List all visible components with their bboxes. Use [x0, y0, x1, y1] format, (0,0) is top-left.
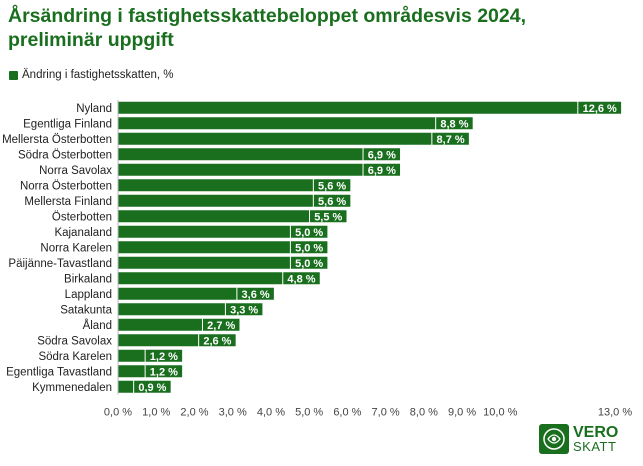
data-label-box	[312, 178, 352, 193]
data-label-box	[431, 131, 470, 146]
vero-emblem-icon	[539, 424, 569, 454]
x-tick-label: 13,0 %	[598, 407, 632, 419]
data-label-box	[236, 286, 275, 301]
bar	[118, 272, 302, 285]
data-label: 1,2 %	[150, 366, 178, 378]
category-label: Kajanaland	[54, 227, 112, 239]
x-tick-label: 10,0 %	[483, 407, 517, 419]
data-label-box	[133, 379, 172, 394]
data-label-box	[144, 364, 184, 379]
data-label-box	[224, 302, 264, 317]
bar	[118, 101, 600, 114]
category-label: Kymmenedalen	[32, 382, 112, 394]
category-label: Södra Karelen	[38, 351, 112, 363]
data-label-box	[289, 224, 329, 239]
bar	[118, 194, 333, 207]
legend-label: Ändring i fastighetsskatten, %	[22, 69, 174, 81]
data-label-box	[201, 317, 241, 332]
category-label: Södra Savolax	[37, 335, 112, 347]
bar	[118, 225, 310, 238]
x-tick-label: 6,0 %	[333, 407, 361, 419]
category-label: Norra Savolax	[39, 165, 112, 177]
x-tick-label: 2,0 %	[180, 407, 208, 419]
data-label: 5,0 %	[295, 258, 323, 270]
logo-text-vero: VERO	[573, 423, 619, 441]
x-tick-label: 0,0 %	[104, 407, 132, 419]
bar	[118, 179, 333, 192]
bar	[118, 287, 256, 300]
category-label: Egentliga Tavastland	[6, 366, 112, 378]
bar	[118, 210, 329, 223]
data-label: 1,2 %	[150, 351, 178, 363]
category-label: Södra Österbotten	[18, 149, 112, 161]
data-label: 3,3 %	[230, 304, 258, 316]
x-tick-label: 5,0 %	[295, 407, 323, 419]
data-label: 5,6 %	[318, 180, 346, 192]
data-label-box	[435, 116, 474, 131]
bar	[118, 163, 382, 176]
data-label: 2,7 %	[207, 320, 235, 332]
bar	[118, 117, 455, 130]
data-label: 6,9 %	[368, 149, 396, 161]
x-tick-label: 9,0 %	[448, 407, 476, 419]
logo-text-skatt: SKATT	[573, 438, 617, 454]
category-label: Lappland	[65, 289, 112, 301]
x-tick-label: 1,0 %	[142, 407, 170, 419]
bar	[118, 148, 382, 161]
data-label-box	[362, 162, 402, 177]
data-label-box	[144, 348, 184, 363]
data-label-box	[309, 209, 348, 224]
category-label: Satakunta	[60, 304, 112, 316]
x-tick-label: 7,0 %	[372, 407, 400, 419]
data-label: 8,8 %	[440, 118, 468, 130]
category-label: Birkaland	[64, 273, 112, 285]
category-label: Mellersta Österbotten	[2, 134, 112, 146]
x-tick-label: 3,0 %	[219, 407, 247, 419]
legend-swatch	[9, 70, 18, 80]
bar	[118, 256, 310, 269]
category-label: Nyland	[76, 103, 112, 115]
bar	[118, 303, 245, 316]
data-label: 12,6 %	[583, 103, 617, 115]
data-label-box	[289, 255, 329, 270]
bar	[118, 132, 451, 145]
data-label: 5,0 %	[295, 227, 323, 239]
data-label: 5,6 %	[318, 196, 346, 208]
bar	[118, 334, 218, 347]
category-label: Norra Österbotten	[20, 180, 112, 192]
data-label: 0,9 %	[138, 382, 166, 394]
data-label: 3,6 %	[242, 289, 270, 301]
bar	[118, 318, 222, 331]
vero-skatt-logo: VERO SKATT	[539, 424, 618, 454]
data-label: 4,8 %	[287, 273, 315, 285]
data-label-box	[198, 333, 237, 348]
data-label-box	[282, 271, 321, 286]
category-label: Norra Karelen	[40, 242, 112, 254]
category-label: Österbotten	[52, 211, 112, 223]
x-tick-label: 4,0 %	[257, 407, 285, 419]
data-label: 8,7 %	[437, 134, 465, 146]
data-label: 6,9 %	[368, 165, 396, 177]
bar	[118, 241, 310, 254]
data-label-box	[312, 193, 352, 208]
category-label: Åland	[83, 319, 112, 332]
data-label: 5,0 %	[295, 242, 323, 254]
data-label-box	[289, 240, 329, 255]
category-label: Mellersta Finland	[24, 196, 112, 208]
data-label-box	[362, 147, 402, 162]
data-label-box	[577, 100, 623, 115]
x-tick-label: 8,0 %	[410, 407, 438, 419]
category-label: Egentliga Finland	[23, 118, 112, 130]
category-label: Päijänne-Tavastland	[8, 258, 112, 270]
data-label: 5,5 %	[314, 211, 342, 223]
legend: Ändring i fastighetsskatten, %	[9, 69, 174, 81]
data-label: 2,6 %	[203, 335, 231, 347]
chart-title: Årsändring i fastighetsskattebeloppet om…	[8, 5, 527, 51]
